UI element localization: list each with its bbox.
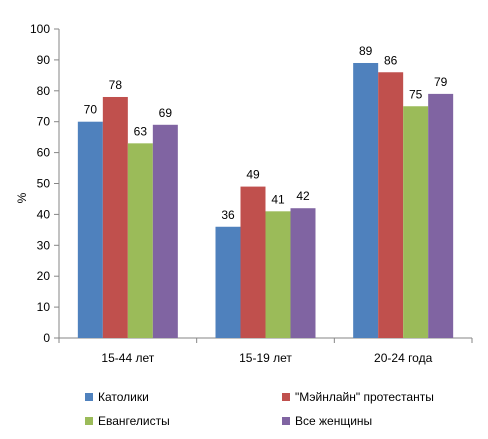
data-label: 63	[134, 124, 148, 138]
data-label: 79	[434, 75, 448, 89]
y-tick-label: 30	[37, 238, 51, 252]
x-tick-label: 15-19 лет	[239, 351, 292, 365]
bar	[378, 72, 404, 338]
bar	[428, 93, 454, 338]
y-axis-label: %	[15, 192, 29, 203]
bar	[403, 106, 429, 338]
data-label: 49	[246, 168, 260, 182]
x-tick-label: 15-44 лет	[101, 351, 154, 365]
data-label: 78	[109, 78, 123, 92]
bars: 70 78 63 69 36 49 41 42 89 86 75 79	[77, 44, 454, 339]
bar	[265, 211, 291, 338]
bar	[127, 143, 153, 338]
data-label: 75	[409, 87, 423, 101]
data-label: 89	[359, 44, 373, 58]
y-tick-label: 100	[30, 22, 50, 36]
y-tick-label: 80	[37, 84, 51, 98]
y-tick-label: 0	[43, 331, 50, 345]
bar	[240, 186, 266, 338]
data-label: 86	[384, 53, 398, 67]
y-tick-label: 60	[37, 146, 51, 160]
bar	[152, 124, 178, 338]
bar	[102, 96, 128, 338]
bar	[215, 226, 241, 338]
y-tick-label: 50	[37, 177, 51, 191]
data-label: 36	[221, 208, 235, 222]
y-tick-label: 90	[37, 53, 51, 67]
x-tick-label: 20-24 года	[374, 351, 433, 365]
data-label: 70	[84, 103, 98, 117]
bar	[353, 62, 379, 339]
axes: 0 10 20 30 40 50 60 70 80 90 100 15-44 лет 15-19 лет…	[30, 22, 473, 365]
y-tick-label: 20	[37, 269, 51, 283]
y-tick-label: 10	[37, 300, 51, 314]
y-tick-label: 40	[37, 207, 51, 221]
data-label: 69	[159, 106, 173, 120]
y-tick-label: 70	[37, 115, 51, 129]
bar	[77, 121, 103, 338]
data-label: 41	[271, 192, 285, 206]
data-label: 42	[296, 189, 310, 203]
bar	[290, 208, 316, 338]
